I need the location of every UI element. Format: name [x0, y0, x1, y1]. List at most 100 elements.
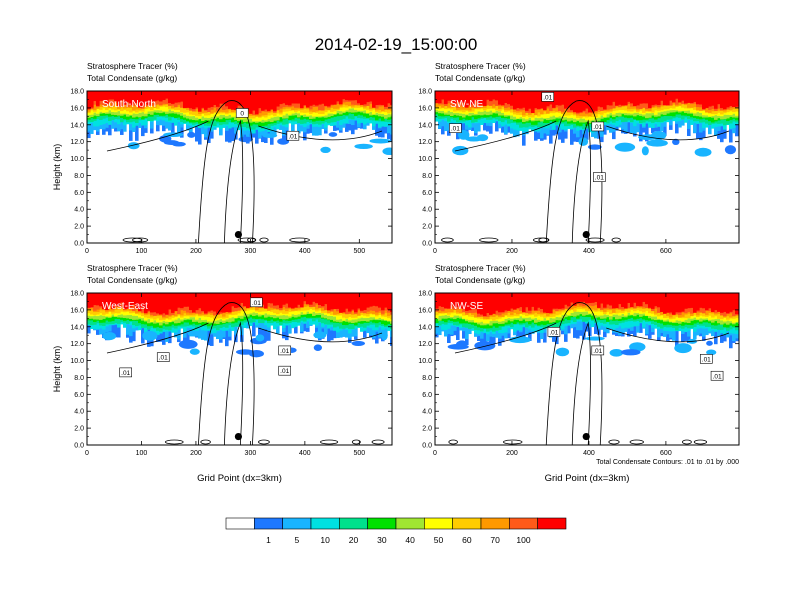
x-tick-label: 600	[660, 450, 672, 457]
y-tick-label: 8.0	[422, 173, 432, 180]
panel-1: Stratosphere Tracer (%) Total Condensate …	[418, 61, 740, 255]
contour-footnote: Total Condensate Contours: .01 to .01 by…	[596, 459, 739, 466]
svg-text:.01: .01	[595, 175, 604, 182]
panel-label: SW-NE	[450, 99, 483, 110]
svg-text:.01: .01	[280, 348, 289, 355]
svg-text:.01: .01	[280, 368, 289, 375]
svg-text:.01: .01	[121, 370, 130, 377]
x-tick-label: 400	[583, 248, 595, 255]
y-tick-label: 0.0	[422, 241, 432, 248]
panel-2: Stratosphere Tracer (%) Total Condensate …	[52, 263, 393, 484]
x-tick-label: 0	[85, 248, 89, 255]
contour-label: .01	[286, 130, 300, 141]
x-tick-label: 500	[353, 248, 365, 255]
colorbar-swatch	[254, 517, 283, 530]
colorbar-swatch	[424, 517, 453, 530]
svg-text:.01: .01	[288, 133, 297, 140]
condensate-contours	[106, 302, 385, 445]
contour-label: .01	[591, 121, 605, 132]
contour-label: .01	[699, 354, 713, 364]
y-tick-label: 14.0	[70, 324, 84, 331]
location-marker	[582, 432, 590, 441]
x-tick-label: 100	[136, 248, 148, 255]
y-tick-label: 2.0	[74, 224, 84, 231]
y-tick-label: 14.0	[70, 122, 84, 129]
y-tick-label: 10.0	[70, 358, 84, 365]
panel-title-condensate: Total Condensate (g/kg)	[87, 73, 177, 83]
y-tick-label: 16.0	[70, 105, 84, 112]
svg-text:.01: .01	[159, 355, 168, 362]
colorbar: 1 5 10 20 30 40 50 60 70 100	[225, 517, 567, 545]
y-tick-label: 16.0	[418, 105, 432, 112]
x-axis-label: Grid Point (dx=3km)	[197, 473, 282, 484]
panel-3: Stratosphere Tracer (%) Total Condensate …	[418, 263, 740, 484]
colorbar-swatch	[339, 517, 368, 530]
panels: Stratosphere Tracer (%) Total Condensate …	[52, 61, 740, 484]
colorbar-swatch	[225, 517, 255, 530]
panel-label: West-East	[102, 301, 148, 312]
x-tick-label: 0	[433, 450, 437, 457]
panel-0: Stratosphere Tracer (%) Total Condensate …	[52, 61, 393, 255]
svg-text:.01: .01	[593, 348, 602, 355]
contour-label: .01	[278, 345, 292, 356]
y-tick-label: 10.0	[70, 156, 84, 163]
contour-label: .01	[278, 365, 292, 376]
contour-label: .01	[250, 297, 263, 308]
contour-label: .01	[710, 370, 724, 381]
colorbar-label: 100	[516, 535, 530, 545]
x-tick-label: 200	[506, 450, 518, 457]
contour-label: .01	[541, 92, 555, 102]
x-tick-label: 600	[660, 248, 672, 255]
y-tick-label: 8.0	[422, 375, 432, 382]
tracer-field	[435, 91, 739, 243]
y-tick-label: 2.0	[422, 426, 432, 433]
colorbar-label: 10	[320, 535, 330, 545]
y-tick-label: 2.0	[422, 224, 432, 231]
colorbar-swatch	[452, 517, 482, 530]
tracer-layer-11	[435, 293, 739, 317]
y-tick-label: 4.0	[74, 207, 84, 214]
x-tick-label: 0	[85, 450, 89, 457]
contour-label: .01	[449, 123, 462, 133]
svg-text:.01: .01	[593, 124, 602, 131]
panel-title-tracer: Stratosphere Tracer (%)	[87, 263, 178, 273]
x-tick-label: 100	[136, 450, 148, 457]
y-tick-label: 12.0	[418, 139, 432, 146]
contour-label: .01	[591, 345, 605, 356]
y-tick-label: 18.0	[418, 89, 432, 96]
panel-title-condensate: Total Condensate (g/kg)	[87, 275, 177, 285]
y-tick-label: 6.0	[422, 392, 432, 399]
y-tick-label: 2.0	[74, 426, 84, 433]
svg-text:0: 0	[240, 110, 244, 117]
colorbar-label: 1	[266, 535, 271, 545]
tracer-field	[87, 91, 392, 243]
x-tick-label: 300	[245, 450, 257, 457]
y-tick-label: 6.0	[422, 190, 432, 197]
tracer-layer-11	[87, 293, 392, 315]
y-tick-label: 6.0	[74, 392, 84, 399]
colorbar-swatch	[509, 517, 538, 530]
y-tick-label: 4.0	[422, 207, 432, 214]
contour-label: 0	[235, 108, 249, 118]
location-marker	[234, 432, 243, 441]
panel-title-condensate: Total Condensate (g/kg)	[435, 275, 525, 285]
svg-text:.01: .01	[702, 356, 711, 363]
y-axis-label: Height (km)	[52, 346, 62, 393]
contour-label: .01	[593, 172, 606, 182]
tracer-layer-11	[87, 91, 392, 115]
y-tick-label: 8.0	[74, 375, 84, 382]
y-tick-label: 18.0	[418, 291, 432, 298]
x-tick-label: 200	[190, 450, 202, 457]
y-tick-label: 4.0	[74, 409, 84, 416]
svg-text:.01: .01	[549, 329, 558, 336]
colorbar-label: 5	[294, 535, 299, 545]
contour-label: .01	[547, 327, 561, 337]
x-axis-label: Grid Point (dx=3km)	[545, 473, 630, 484]
x-tick-label: 400	[299, 248, 311, 255]
y-axis-label: Height (km)	[52, 144, 62, 191]
tracer-field	[435, 293, 739, 445]
y-tick-label: 12.0	[70, 139, 84, 146]
contour-label: .01	[156, 352, 170, 362]
svg-text:.01: .01	[252, 300, 261, 307]
colorbar-label: 60	[462, 535, 472, 545]
